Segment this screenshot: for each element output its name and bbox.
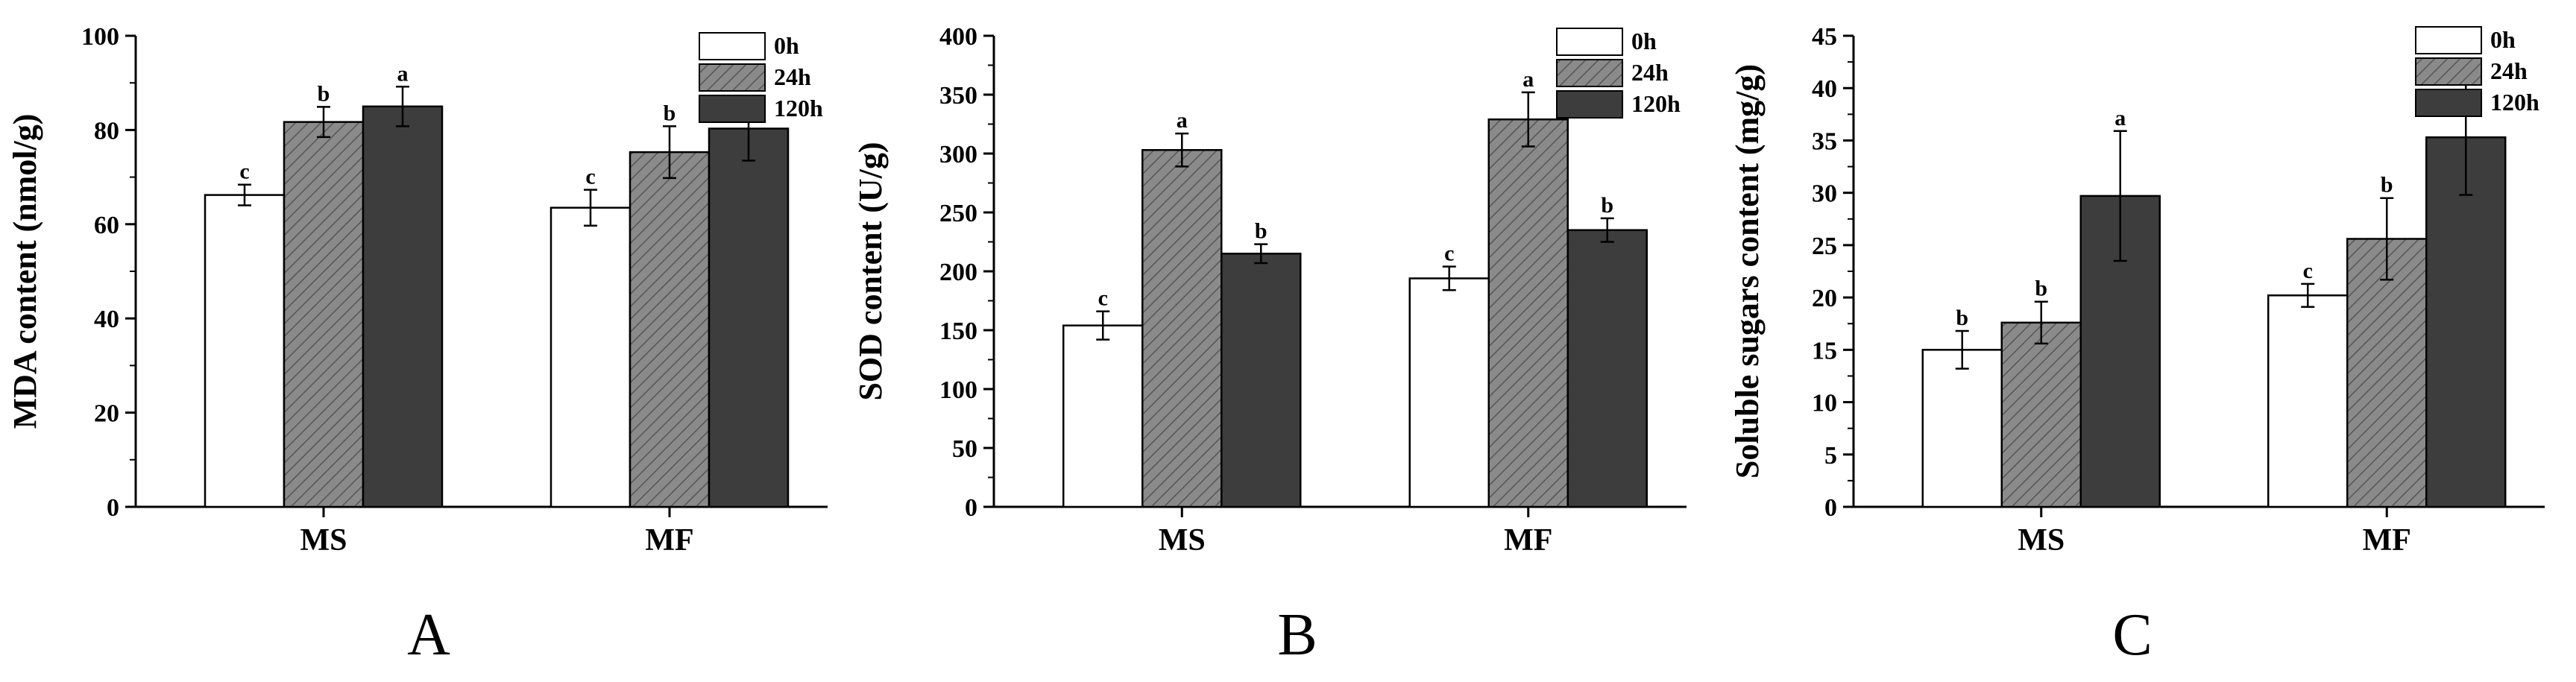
y-tick-label: 45 bbox=[1812, 23, 1837, 51]
y-axis-title: SOD content (U/g) bbox=[852, 142, 889, 400]
significance-letter: a bbox=[2114, 106, 2126, 130]
bar-24h-MS bbox=[1141, 149, 1223, 508]
bar-120h-MS bbox=[362, 105, 444, 508]
y-tick-label: 35 bbox=[1812, 127, 1837, 155]
y-axis-title: Soluble sugars content (mg/g) bbox=[1729, 64, 1766, 479]
y-tick-label: 0 bbox=[965, 494, 977, 522]
y-tick-label: 250 bbox=[939, 200, 977, 227]
x-tick-label: MS bbox=[2018, 523, 2065, 558]
significance-letter: c bbox=[585, 165, 595, 189]
y-tick-label: 350 bbox=[939, 82, 977, 110]
significance-letter: a bbox=[1177, 108, 1188, 133]
x-tick-label: MF bbox=[2363, 523, 2411, 558]
bar-0h-MS bbox=[204, 194, 286, 508]
significance-letter: b bbox=[2381, 173, 2393, 198]
bar-24h-MF bbox=[2346, 238, 2428, 508]
legend: 0h 24h 120h bbox=[1556, 28, 1681, 119]
bar-120h-MF bbox=[708, 127, 790, 508]
legend-label: 24h bbox=[1631, 59, 1669, 86]
bar-120h-MS bbox=[1221, 253, 1302, 508]
legend-swatch bbox=[699, 63, 766, 92]
significance-letter: a bbox=[1522, 67, 1534, 92]
bar-24h-MS bbox=[2000, 321, 2082, 508]
significance-letter: c bbox=[1098, 286, 1108, 311]
y-tick-label: 400 bbox=[939, 23, 977, 51]
x-tick-label: MS bbox=[300, 523, 347, 558]
panel-label: A bbox=[407, 602, 450, 668]
legend-label: 24h bbox=[2490, 57, 2528, 84]
legend: 0h 24h 120h bbox=[2415, 26, 2539, 117]
legend-swatch bbox=[699, 32, 766, 60]
y-tick-label: 100 bbox=[939, 376, 977, 404]
significance-letter: b bbox=[318, 81, 330, 106]
y-tick-label: 100 bbox=[81, 23, 119, 51]
bar-0h-MF bbox=[2267, 294, 2349, 508]
legend-label: 120h bbox=[2490, 89, 2539, 116]
significance-letter: b bbox=[1255, 219, 1267, 244]
legend-swatch bbox=[2415, 26, 2483, 54]
y-tick-label: 300 bbox=[939, 141, 977, 168]
y-tick-label: 20 bbox=[94, 400, 119, 428]
bar-0h-MF bbox=[1408, 277, 1490, 508]
legend-label: 120h bbox=[774, 95, 823, 121]
significance-letter: b bbox=[2035, 277, 2047, 301]
legend-swatch bbox=[1556, 28, 1624, 56]
y-axis-title: MDA content (nmol/g) bbox=[7, 114, 43, 429]
significance-letter: b bbox=[664, 101, 676, 125]
y-tick-label: 50 bbox=[952, 435, 977, 463]
bar-0h-MS bbox=[1921, 349, 2003, 508]
y-tick-label: 25 bbox=[1812, 233, 1837, 260]
legend-label: 120h bbox=[1631, 90, 1681, 117]
bar-0h-MS bbox=[1062, 324, 1144, 508]
y-tick-label: 40 bbox=[94, 306, 119, 333]
y-tick-label: 80 bbox=[94, 117, 119, 145]
y-tick-label: 60 bbox=[94, 212, 119, 239]
bar-24h-MS bbox=[283, 121, 365, 508]
legend-label: 0h bbox=[1631, 28, 1657, 54]
x-tick-label: MF bbox=[1504, 523, 1552, 558]
significance-letter: c bbox=[2303, 259, 2313, 283]
significance-letter: c bbox=[1444, 241, 1454, 266]
y-tick-label: 30 bbox=[1812, 180, 1837, 208]
bar-0h-MF bbox=[549, 206, 632, 508]
legend: 0h 24h 120h bbox=[699, 32, 823, 123]
bar-24h-MF bbox=[629, 151, 711, 508]
significance-letter: b bbox=[1956, 306, 1968, 330]
significance-letter: c bbox=[239, 160, 249, 184]
y-tick-label: 20 bbox=[1812, 285, 1837, 312]
bar-24h-MF bbox=[1487, 118, 1569, 508]
legend-swatch bbox=[1556, 59, 1624, 87]
x-tick-label: MF bbox=[645, 523, 693, 558]
y-tick-label: 0 bbox=[1824, 494, 1837, 522]
x-tick-label: MS bbox=[1159, 523, 1206, 558]
bar-120h-MF bbox=[1566, 229, 1648, 508]
significance-letter: a bbox=[397, 61, 409, 86]
y-tick-label: 15 bbox=[1812, 337, 1837, 364]
panel-label: B bbox=[1277, 602, 1317, 668]
legend-swatch bbox=[2415, 89, 2483, 117]
chart-panel-c: 0 5 10 15 20 25 30 35 40 45 Soluble sugars content… bbox=[1729, 23, 2545, 668]
legend-label: 0h bbox=[774, 32, 799, 59]
y-tick-label: 10 bbox=[1812, 390, 1837, 417]
chart-panel-b: 0 50 100 150 200 250 300 350 400 SOD content (U/g… bbox=[852, 23, 1687, 668]
y-tick-label: 0 bbox=[107, 494, 119, 522]
significance-letter: b bbox=[1601, 193, 1613, 218]
y-tick-label: 5 bbox=[1824, 442, 1837, 470]
legend-label: 24h bbox=[774, 63, 811, 90]
legend-label: 0h bbox=[2490, 26, 2516, 53]
legend-swatch bbox=[1556, 90, 1624, 119]
chart-panel-a: 0 20 40 60 80 100 MDA content (nmol/g) MS c b a MF c… bbox=[7, 23, 828, 668]
legend-swatch bbox=[699, 95, 766, 123]
panel-label: C bbox=[2112, 602, 2152, 668]
legend-swatch bbox=[2415, 57, 2483, 86]
y-tick-label: 200 bbox=[939, 259, 977, 286]
y-tick-label: 150 bbox=[939, 318, 977, 345]
y-tick-label: 40 bbox=[1812, 75, 1837, 103]
bar-120h-MF bbox=[2425, 136, 2507, 508]
